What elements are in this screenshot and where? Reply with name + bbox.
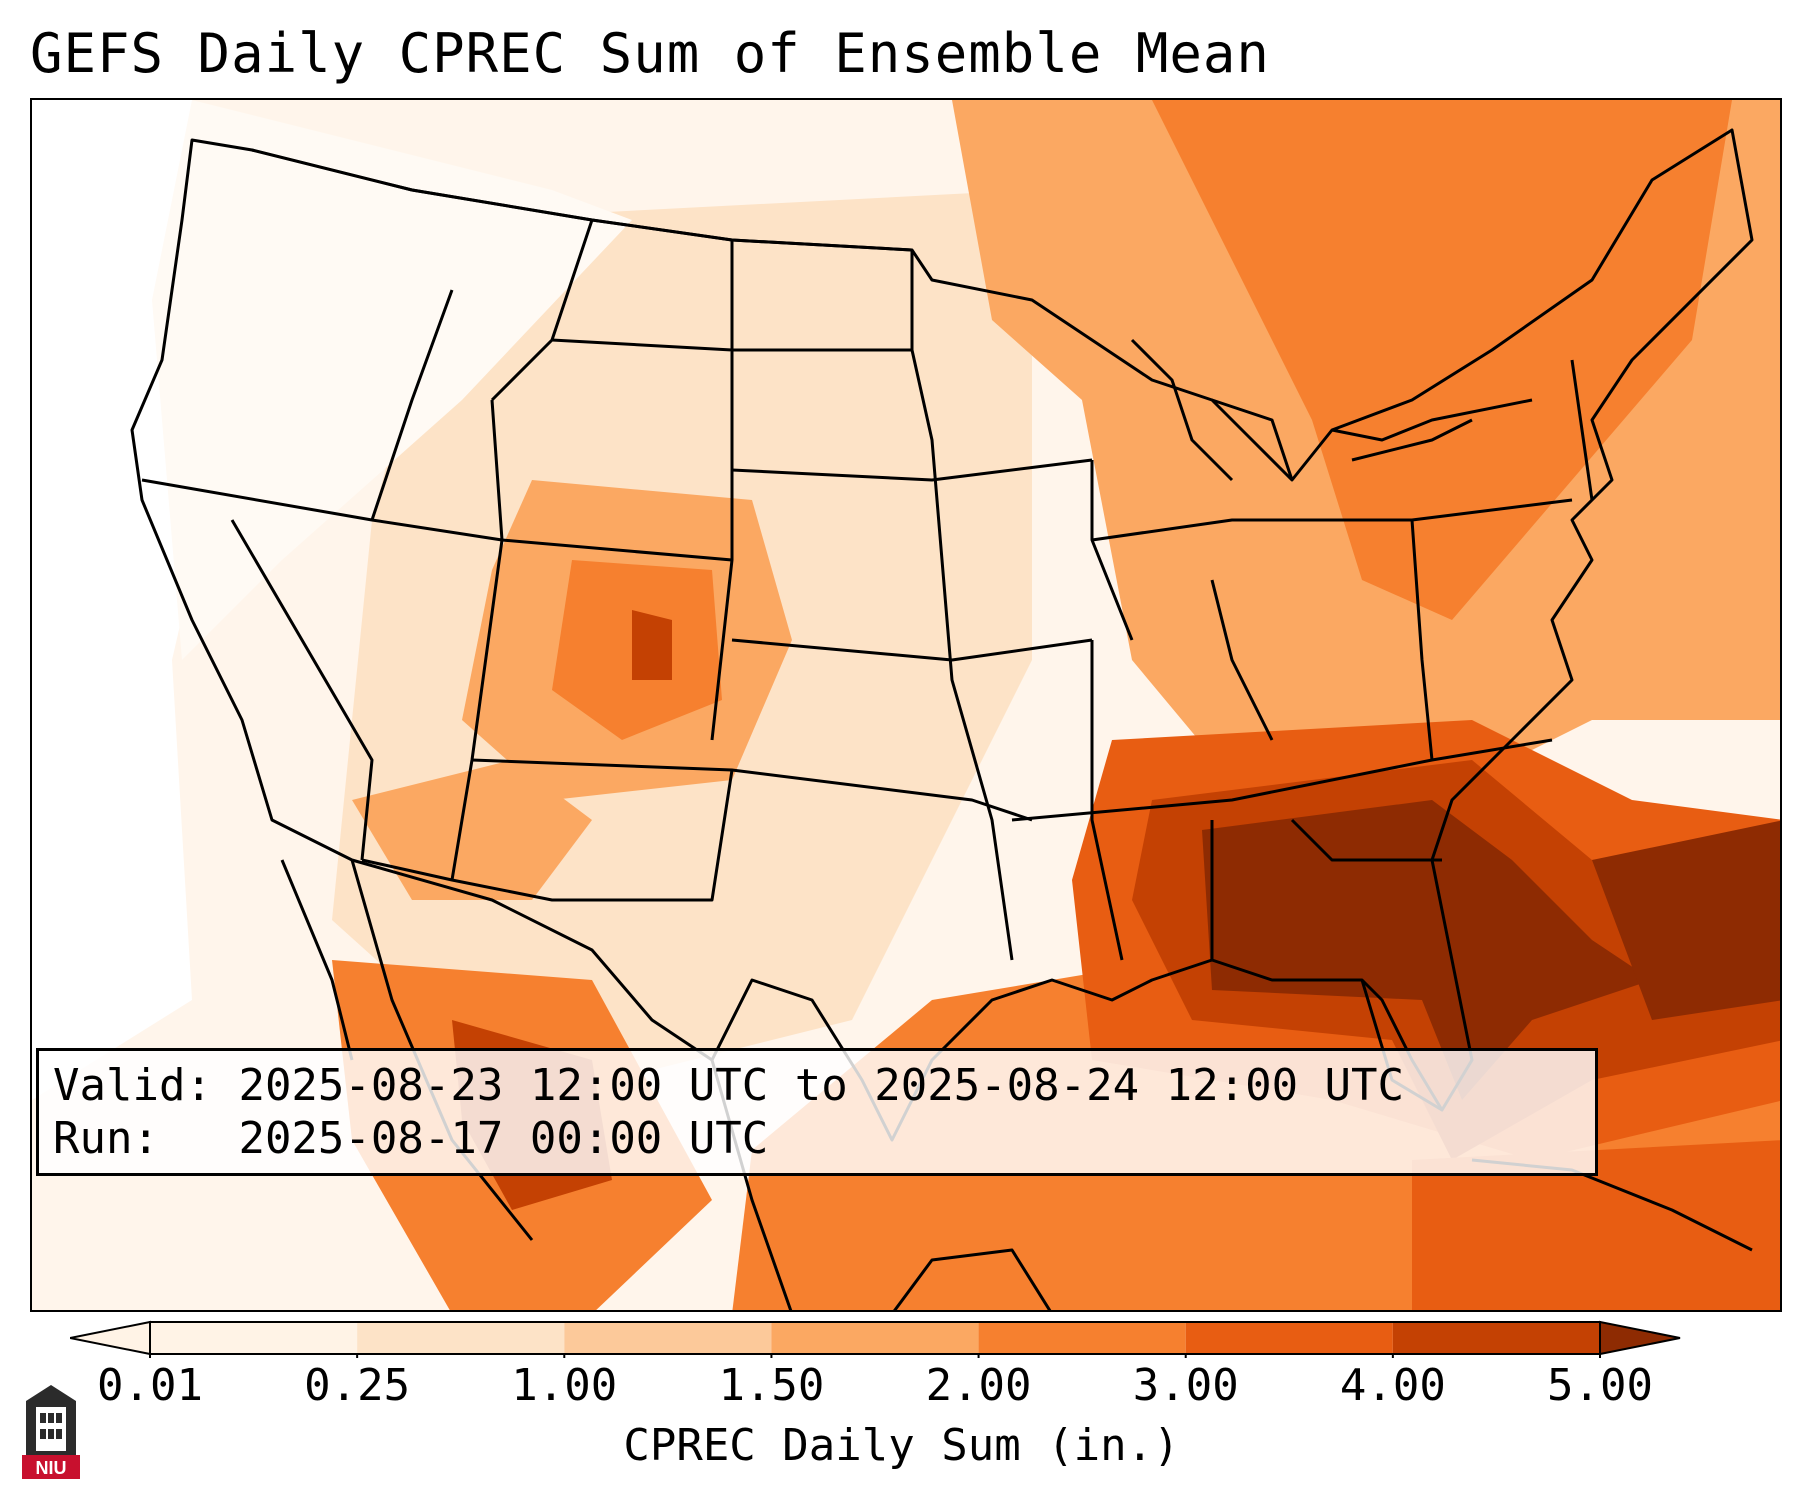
state-line-3 bbox=[370, 289, 454, 521]
colorbar bbox=[70, 1320, 1681, 1358]
colorbar-segment bbox=[771, 1322, 979, 1354]
state-line-8 bbox=[910, 250, 1014, 961]
info-box: Valid: 2025-08-23 12:00 UTC to 2025-08-2… bbox=[36, 1048, 1598, 1176]
precip-area-southeast-max bbox=[1202, 800, 1652, 1100]
state-line-1 bbox=[141, 478, 733, 562]
colorbar-tick-label: 4.00 bbox=[1339, 1360, 1446, 1411]
state-line-18 bbox=[1210, 579, 1274, 741]
run-value: 2025-08-17 00:00 UTC bbox=[238, 1113, 769, 1164]
state-line-14 bbox=[1090, 640, 1124, 961]
colorbar-segment bbox=[1392, 1322, 1600, 1354]
precip-area-northeast-core bbox=[1152, 100, 1732, 620]
state-line-16 bbox=[1290, 818, 1442, 862]
map-title: GEFS Daily CPREC Sum of Ensemble Mean bbox=[30, 22, 1270, 85]
colorbar-tick-label: 5.00 bbox=[1547, 1360, 1653, 1411]
state-line-17 bbox=[1091, 498, 1573, 542]
colorbar-segment bbox=[150, 1322, 358, 1354]
colorbar-outline bbox=[149, 1321, 1601, 1355]
state-line-12 bbox=[731, 638, 1093, 662]
run-label: Run: bbox=[53, 1113, 159, 1164]
state-line-19 bbox=[1410, 519, 1434, 761]
great-lakes bbox=[1130, 338, 1473, 482]
state-line-20 bbox=[1090, 460, 1134, 641]
precip-area-nw-clear bbox=[152, 100, 632, 660]
niu-logo-banner bbox=[22, 1455, 80, 1479]
state-line-9 bbox=[731, 458, 1093, 482]
baja bbox=[280, 859, 354, 1061]
yucatan bbox=[893, 1248, 1052, 1310]
colorbar-extend-high bbox=[1599, 1320, 1681, 1356]
state-line-10 bbox=[471, 758, 1033, 822]
state-line-7 bbox=[730, 240, 912, 352]
state-line-2 bbox=[230, 519, 374, 861]
precip-area-caribbean bbox=[1412, 1140, 1780, 1310]
precip-area-southwest bbox=[352, 760, 592, 900]
colorbar-tick-label: 1.50 bbox=[718, 1360, 825, 1411]
colorbar-tick-label: 1.00 bbox=[511, 1360, 618, 1411]
valid-label: Valid: bbox=[53, 1060, 212, 1111]
colorbar-segment bbox=[357, 1322, 565, 1354]
colorbar-tick-label: 0.01 bbox=[97, 1360, 203, 1411]
state-line-21 bbox=[1331, 398, 1533, 442]
colorbar-label: CPREC Daily Sum (in.) bbox=[623, 1420, 1180, 1471]
colorbar-segment bbox=[1185, 1322, 1393, 1354]
colorbar-tick-label: 3.00 bbox=[1132, 1360, 1239, 1411]
state-line-22 bbox=[1570, 359, 1594, 501]
state-line-11 bbox=[361, 769, 734, 902]
valid-value: 2025-08-23 12:00 UTC to 2025-08-24 12:00… bbox=[238, 1060, 1405, 1111]
colorbar-tick-label: 2.00 bbox=[925, 1360, 1032, 1411]
niu-logo-text: NIU bbox=[36, 1458, 67, 1478]
precip-area-atlantic-max bbox=[1592, 820, 1780, 1020]
colorbar-tick-label: 0.25 bbox=[304, 1360, 411, 1411]
boundaries bbox=[130, 128, 1754, 1310]
precip-area-colorado-core bbox=[632, 610, 672, 680]
niu-logo-icon: NIU bbox=[22, 1385, 80, 1479]
colorbar-segment bbox=[564, 1322, 772, 1354]
state-line-6 bbox=[490, 219, 594, 402]
state-line-4 bbox=[450, 399, 504, 881]
colorbar-segment bbox=[978, 1322, 1186, 1354]
state-line-13 bbox=[1011, 738, 1553, 822]
colorbar-extend-low bbox=[70, 1320, 151, 1356]
